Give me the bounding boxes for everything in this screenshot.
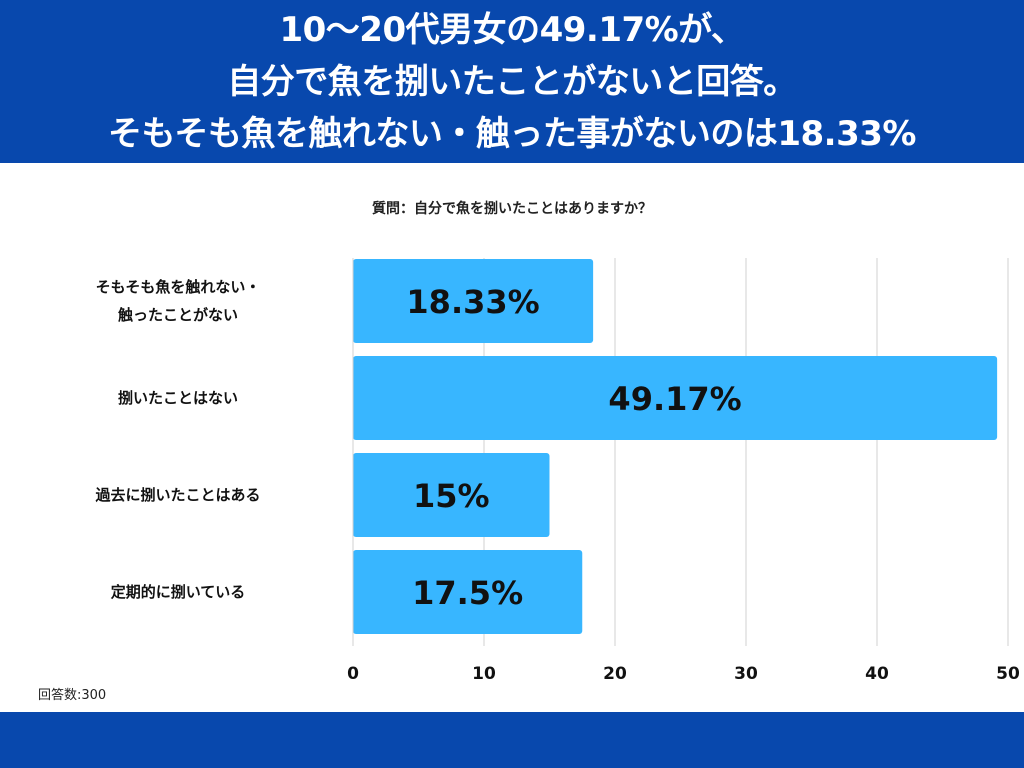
bar [353, 259, 594, 343]
category-label: 捌いたことはない [118, 389, 238, 407]
header-banner: 10〜20代男女の49.17%が、 自分で魚を捌いたことがないと回答。 そもそも… [0, 0, 1024, 163]
data-label: 17.5% [412, 574, 523, 612]
page-title: 10〜20代男女の49.17%が、 自分で魚を捌いたことがないと回答。 そもそも… [108, 9, 916, 154]
x-tick-label: 30 [734, 664, 758, 684]
data-label: 15% [413, 477, 490, 515]
x-tick-label: 40 [865, 664, 889, 684]
category-label: 定期的に捌いている [111, 583, 246, 601]
bar [353, 453, 550, 537]
category-label: 過去に捌いたことはある [94, 486, 260, 504]
chart-question: 質問：自分で魚を捌いたことはありますか？ [372, 201, 652, 217]
bar [353, 550, 583, 634]
x-tick-label: 50 [996, 664, 1020, 684]
x-tick-label: 20 [603, 664, 627, 684]
x-tick-label: 10 [472, 664, 496, 684]
footer-banner [0, 712, 1024, 768]
data-label: 18.33% [406, 283, 539, 321]
response-count: 回答数:300 [38, 688, 107, 703]
x-tick-label: 0 [347, 664, 359, 684]
category-label: そもそも魚を触れない・触ったことがない [96, 278, 261, 324]
bar [353, 356, 998, 440]
data-label: 49.17% [608, 380, 741, 418]
